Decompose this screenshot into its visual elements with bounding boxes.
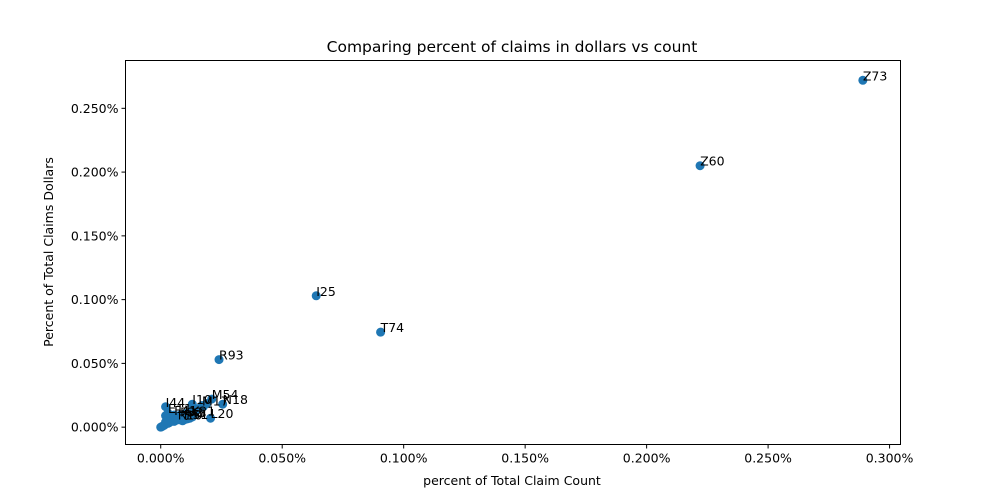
data-point bbox=[206, 413, 216, 423]
y-axis-label: Percent of Total Claims Dollars bbox=[41, 157, 56, 347]
y-tick-label: 0.250% bbox=[71, 101, 119, 116]
y-tick-label: 0.100% bbox=[71, 292, 119, 307]
point-label: K21 bbox=[191, 404, 215, 419]
y-tick-label: 0.050% bbox=[71, 356, 119, 371]
x-tick-label: 0.200% bbox=[623, 451, 671, 466]
point-label: I44 bbox=[166, 395, 186, 410]
point-label: Z60 bbox=[700, 154, 725, 169]
data-point bbox=[173, 415, 183, 425]
point-label: R10 bbox=[178, 408, 203, 423]
data-point bbox=[187, 399, 197, 409]
data-point bbox=[311, 291, 321, 301]
point-label: E11 bbox=[168, 401, 192, 416]
point-label: R51 bbox=[184, 407, 209, 422]
point-label: F32 bbox=[180, 404, 203, 419]
x-axis-ticks: 0.000% 0.050% 0.100% 0.150% 0.200% 0.250% 0.30… bbox=[137, 444, 914, 466]
x-tick-label: 0.250% bbox=[744, 451, 792, 466]
plot-frame bbox=[125, 60, 901, 445]
point-label: M54 bbox=[212, 387, 239, 402]
point-label: N18 bbox=[223, 392, 248, 407]
y-tick-label: 0.150% bbox=[71, 228, 119, 243]
x-tick-label: 0.300% bbox=[866, 451, 914, 466]
data-point bbox=[186, 411, 196, 421]
points-layer bbox=[156, 75, 868, 432]
point-label: I25 bbox=[316, 284, 336, 299]
point-label: J45 bbox=[185, 406, 206, 421]
point-label: Z73 bbox=[863, 68, 887, 83]
point-label: F41 bbox=[174, 403, 197, 418]
point-label: M17 bbox=[202, 393, 229, 408]
point-label: T74 bbox=[380, 320, 405, 335]
data-point bbox=[207, 394, 217, 404]
x-tick-label: 0.150% bbox=[501, 451, 549, 466]
y-axis-ticks: 0.000% 0.050% 0.100% 0.150% 0.200% 0.250% bbox=[71, 101, 126, 435]
data-point bbox=[858, 75, 868, 85]
point-label: L20 bbox=[211, 406, 234, 421]
data-point bbox=[218, 399, 228, 409]
chart-title: Comparing percent of claims in dollars v… bbox=[327, 38, 698, 56]
data-point bbox=[162, 415, 172, 425]
data-point bbox=[695, 161, 705, 171]
x-tick-label: 0.050% bbox=[258, 451, 306, 466]
y-tick-label: 0.000% bbox=[71, 420, 119, 435]
data-point bbox=[214, 355, 224, 365]
x-tick-label: 0.000% bbox=[137, 451, 185, 466]
data-point bbox=[197, 400, 207, 410]
point-label: R93 bbox=[219, 348, 244, 363]
x-tick-label: 0.100% bbox=[380, 451, 428, 466]
point-label: I10 bbox=[192, 392, 212, 407]
data-point bbox=[376, 327, 386, 337]
x-axis-label: percent of Total Claim Count bbox=[423, 473, 601, 488]
y-tick-label: 0.200% bbox=[71, 165, 119, 180]
